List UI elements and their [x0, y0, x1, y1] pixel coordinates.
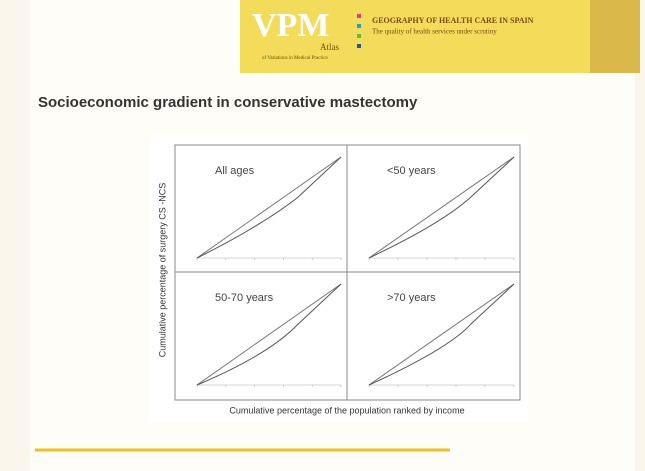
equality-line: [368, 156, 515, 259]
y-axis-label: Cumulative percentage of surgery CS -NCS: [157, 183, 167, 358]
header-banner: [240, 0, 640, 73]
equality-line: [368, 283, 515, 386]
panel-label: >70 years: [387, 292, 436, 304]
logo-dot: [357, 44, 361, 48]
concentration-curve: [368, 283, 515, 386]
equality-line: [196, 156, 342, 259]
concentration-curve: [196, 283, 342, 386]
concentration-curve: [196, 156, 342, 259]
equality-line: [196, 283, 342, 386]
logo: VPM: [252, 7, 329, 44]
concentration-curve: [368, 156, 515, 259]
logo-dot: [357, 14, 361, 18]
logo-dot: [357, 24, 361, 28]
header-title: GEOGRAPHY OF HEALTH CARE IN SPAIN: [372, 16, 534, 25]
panel-label: All ages: [215, 165, 255, 177]
logo-subtitle: of Variations in Medical Practice: [262, 56, 329, 61]
header-tagline: The quality of health services under scr…: [372, 28, 497, 36]
panel-label: 50-70 years: [215, 292, 274, 304]
x-axis-label: Cumulative percentage of the population …: [229, 405, 464, 415]
panel-label: <50 years: [387, 165, 436, 177]
logo-atlas: Atlas: [320, 42, 339, 52]
figure: [150, 135, 528, 422]
header-map: [590, 0, 640, 73]
logo-dot: [357, 34, 361, 38]
slide-title: Socioeconomic gradient in conservative m…: [38, 94, 418, 111]
